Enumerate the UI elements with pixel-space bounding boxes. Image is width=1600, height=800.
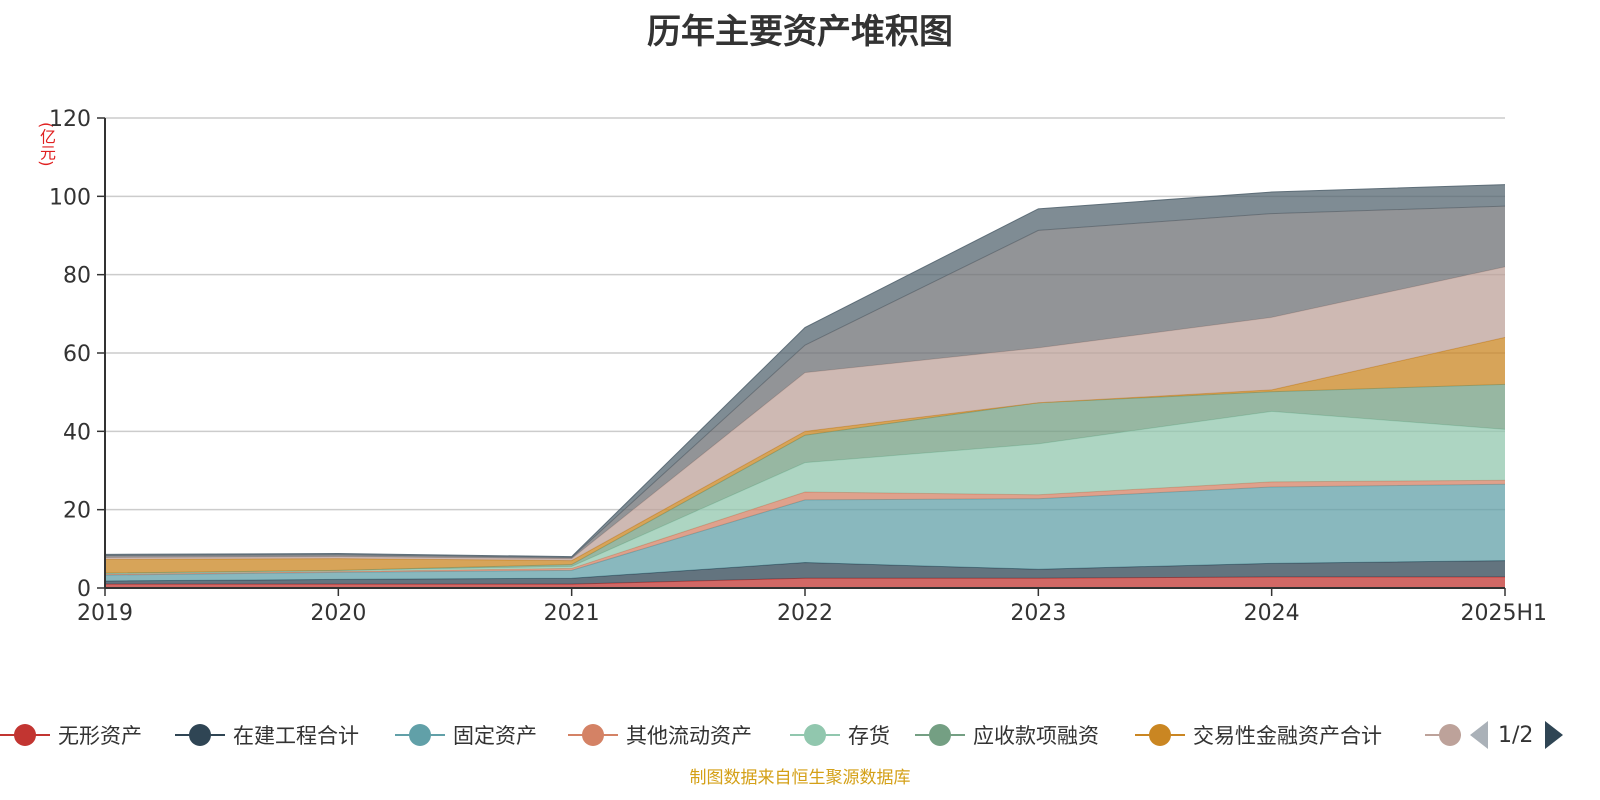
- x-tick-label: 2023: [1010, 601, 1066, 626]
- series-area-2: [105, 484, 1505, 581]
- series-area-4: [105, 411, 1505, 575]
- y-tick-label: 0: [77, 577, 91, 602]
- legend-item[interactable]: 固定资产: [395, 715, 537, 755]
- x-tick-label: 2025H1: [1460, 601, 1547, 626]
- x-tick-label: 2020: [310, 601, 366, 626]
- legend-marker-icon: [790, 723, 840, 747]
- legend-marker-icon: [395, 723, 445, 747]
- x-tick-label: 2022: [777, 601, 833, 626]
- y-tick-label: 60: [63, 342, 91, 367]
- x-tick-label: 2021: [544, 601, 600, 626]
- legend-label: 存货: [848, 724, 890, 748]
- legend-item[interactable]: [1425, 715, 1469, 755]
- y-tick-label: 40: [63, 420, 91, 445]
- legend-label: 固定资产: [453, 724, 537, 748]
- legend-marker-icon: [568, 723, 618, 747]
- legend-marker-icon: [0, 723, 50, 747]
- legend-item[interactable]: 应收款项融资: [915, 715, 1099, 755]
- x-tick-label: 2019: [77, 601, 133, 626]
- legend-item[interactable]: 在建工程合计: [175, 715, 359, 755]
- series-area-8: [105, 206, 1505, 559]
- y-tick-label: 80: [63, 264, 91, 289]
- legend-pager: 1/2: [1470, 715, 1564, 755]
- legend-next-page-icon[interactable]: [1545, 721, 1564, 749]
- legend-prev-page-icon[interactable]: [1470, 721, 1488, 749]
- y-tick-label: 120: [49, 107, 91, 132]
- series-area-7: [105, 266, 1505, 561]
- y-axis-unit: (亿元): [37, 122, 56, 167]
- series-area-0: [105, 577, 1505, 588]
- series-area-3: [105, 480, 1505, 576]
- y-tick-label: 100: [49, 185, 91, 210]
- chart-title: 历年主要资产堆积图: [647, 12, 953, 52]
- chart-legend: 无形资产 在建工程合计 固定资产 其他流动资产 存货 应收款项融资 交易性金融资产合计: [0, 715, 1600, 755]
- legend-item[interactable]: 存货: [790, 715, 890, 755]
- legend-label: 交易性金融资产合计: [1193, 724, 1382, 748]
- source-note: 制图数据来自恒生聚源数据库: [689, 768, 911, 788]
- legend-marker-icon: [175, 723, 225, 747]
- y-tick-label: 20: [63, 499, 91, 524]
- legend-label: 应收款项融资: [973, 724, 1099, 748]
- x-tick-label: 2024: [1244, 601, 1300, 626]
- legend-item[interactable]: 交易性金融资产合计: [1135, 715, 1382, 755]
- legend-item[interactable]: 其他流动资产: [568, 715, 752, 755]
- legend-label: 无形资产: [58, 724, 142, 748]
- legend-page-indicator: 1/2: [1498, 722, 1534, 748]
- series-area-5: [105, 384, 1505, 574]
- series-line-9: [104, 184, 1506, 558]
- legend-marker-icon: [915, 723, 965, 747]
- legend-item[interactable]: 无形资产: [0, 715, 142, 755]
- legend-label: 在建工程合计: [233, 724, 359, 748]
- legend-marker-icon: [1425, 723, 1461, 747]
- legend-marker-icon: [1135, 723, 1185, 747]
- legend-label: 其他流动资产: [626, 724, 752, 748]
- stacked-area-chart: 0 20 40 60 80 100 120 2019 2020 2021 2022 2023 2024 2…: [49, 107, 1547, 626]
